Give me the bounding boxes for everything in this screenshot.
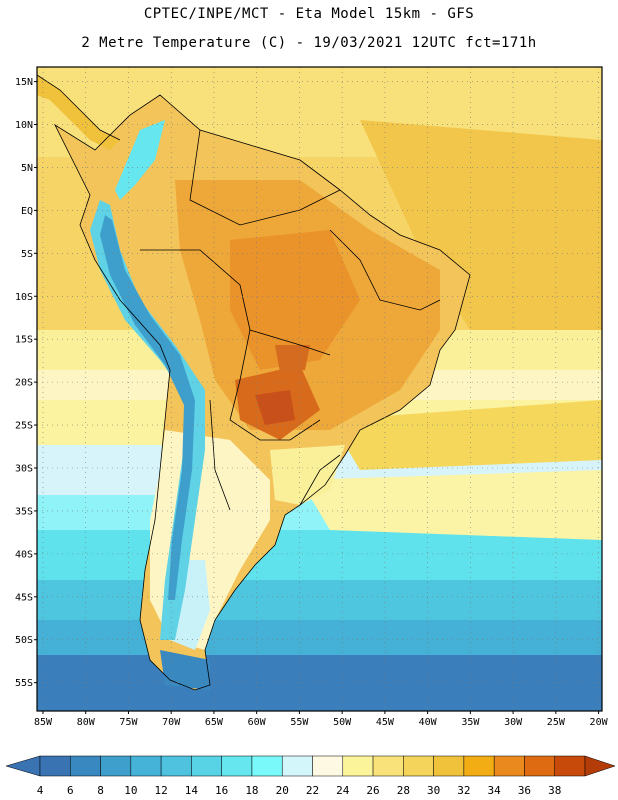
- colorbar-swatch: [100, 755, 132, 777]
- chart-title-line2: 2 Metre Temperature (C) - 19/03/2021 12U…: [81, 35, 537, 51]
- graticule: [37, 67, 602, 711]
- colorbar-swatch: [130, 755, 162, 777]
- lon-tick-label: 45W: [376, 717, 395, 728]
- lon-tick-label: 40W: [419, 717, 438, 728]
- colorbar-label: 32: [457, 784, 470, 797]
- lon-tick-label: 70W: [162, 717, 181, 728]
- lat-tick-label: 10S: [15, 292, 33, 303]
- colorbar-label: 24: [336, 784, 350, 797]
- coastlines: [36, 74, 471, 691]
- colorbar-label: 22: [306, 784, 319, 797]
- colorbar: 4 6 8 10 12 14 16 18 20 22 24 26 28 30 32 34 36 38: [5, 755, 616, 797]
- lon-tick-label: 20W: [590, 717, 609, 728]
- lat-tick-label: 55S: [15, 678, 33, 689]
- colorbar-swatch: [554, 755, 586, 777]
- colorbar-swatch: [342, 755, 374, 777]
- colorbar-swatch: [39, 755, 71, 777]
- lat-tick-label: EQ: [21, 206, 33, 217]
- temperature-field: [37, 67, 602, 711]
- colorbar-swatch: [433, 755, 465, 777]
- colorbar-swatch: [221, 755, 253, 777]
- longitude-tick-labels: 85W 80W 75W 70W 65W 60W 55W 50W 45W 40W 35W 30W 25W 2…: [34, 717, 609, 728]
- lat-tick-label: 5S: [21, 249, 33, 260]
- lon-tick-label: 80W: [77, 717, 96, 728]
- colorbar-label: 16: [215, 784, 228, 797]
- colorbar-label: 10: [124, 784, 137, 797]
- lat-tick-label: 5N: [21, 163, 33, 174]
- chart-title-line1: CPTEC/INPE/MCT - Eta Model 15km - GFS: [143, 6, 475, 22]
- colorbar-label: 6: [67, 784, 74, 797]
- colorbar-swatch: [463, 755, 495, 777]
- colorbar-swatch: [160, 755, 192, 777]
- colorbar-label: 20: [276, 784, 289, 797]
- colorbar-label: 34: [488, 784, 502, 797]
- colorbar-swatch: [70, 755, 101, 777]
- lat-tick-label: 40S: [15, 549, 33, 560]
- lon-tick-label: 25W: [547, 717, 566, 728]
- colorbar-label: 18: [245, 784, 258, 797]
- lon-tick-label: 65W: [205, 717, 224, 728]
- lat-tick-label: 10N: [15, 120, 33, 131]
- lon-tick-label: 30W: [504, 717, 523, 728]
- lat-tick-label: 25S: [15, 421, 33, 432]
- colorbar-label: 38: [548, 784, 561, 797]
- lon-tick-label: 85W: [34, 717, 53, 728]
- lon-tick-label: 55W: [290, 717, 309, 728]
- lat-tick-label: 15S: [15, 335, 33, 346]
- colorbar-swatch: [403, 755, 434, 777]
- colorbar-label: 26: [366, 784, 379, 797]
- lon-tick-label: 60W: [248, 717, 267, 728]
- lat-tick-label: 30S: [15, 463, 33, 474]
- colorbar-label: 30: [427, 784, 440, 797]
- lat-tick-label: 35S: [15, 506, 33, 517]
- colorbar-swatch: [524, 755, 555, 777]
- colorbar-label: 14: [185, 784, 199, 797]
- lon-tick-label: 50W: [333, 717, 352, 728]
- lat-tick-label: 45S: [15, 592, 33, 603]
- lon-tick-label: 35W: [461, 717, 480, 728]
- colorbar-swatch: [251, 755, 283, 777]
- colorbar-label: 36: [518, 784, 531, 797]
- colorbar-low-arrow: [5, 755, 41, 777]
- latitude-tick-labels: 15N 10N 5N EQ 5S 10S 15S 20S 25S 30S 35S 40S 45S 50S 5…: [15, 77, 33, 689]
- colorbar-swatch: [312, 755, 344, 777]
- lat-tick-label: 20S: [15, 378, 33, 389]
- colorbar-swatch: [372, 755, 404, 777]
- colorbar-swatch: [281, 755, 313, 777]
- lon-tick-label: 75W: [119, 717, 138, 728]
- colorbar-label: 4: [37, 784, 44, 797]
- colorbar-high-arrow: [584, 755, 616, 777]
- colorbar-label: 8: [97, 784, 104, 797]
- colorbar-label: 12: [154, 784, 167, 797]
- colorbar-label: 28: [397, 784, 410, 797]
- colorbar-swatch: [191, 755, 222, 777]
- map-frame: [36, 66, 603, 712]
- lat-tick-label: 15N: [15, 77, 33, 88]
- colorbar-swatch: [493, 755, 525, 777]
- lat-tick-label: 50S: [15, 635, 33, 646]
